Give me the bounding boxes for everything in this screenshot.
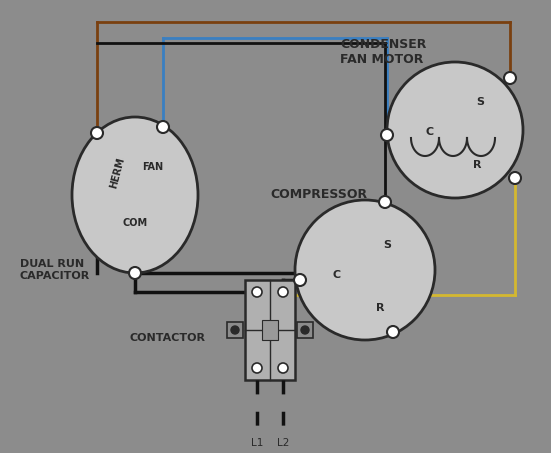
Text: FAN: FAN (143, 162, 164, 172)
Text: DUAL RUN
CAPACITOR: DUAL RUN CAPACITOR (20, 259, 90, 281)
Circle shape (295, 200, 435, 340)
Circle shape (129, 267, 141, 279)
Circle shape (294, 274, 306, 286)
Text: S: S (383, 240, 391, 250)
Text: C: C (426, 127, 434, 137)
Text: R: R (376, 303, 384, 313)
Text: COM: COM (122, 218, 148, 228)
Text: COMPRESSOR: COMPRESSOR (270, 188, 367, 202)
Bar (262, 320, 278, 340)
Circle shape (278, 363, 288, 373)
Text: HERM: HERM (108, 156, 126, 190)
Circle shape (278, 287, 288, 297)
Bar (227, 322, 243, 338)
Circle shape (301, 326, 309, 334)
Circle shape (504, 72, 516, 84)
Circle shape (252, 287, 262, 297)
Circle shape (509, 172, 521, 184)
Circle shape (252, 363, 262, 373)
Text: L2: L2 (277, 438, 289, 448)
Text: L1: L1 (251, 438, 263, 448)
Text: C: C (333, 270, 341, 280)
FancyBboxPatch shape (245, 280, 295, 380)
Text: S: S (476, 97, 484, 107)
Bar (297, 322, 313, 338)
Text: CONDENSER
FAN MOTOR: CONDENSER FAN MOTOR (340, 38, 426, 66)
Circle shape (231, 326, 239, 334)
Circle shape (387, 326, 399, 338)
Circle shape (379, 196, 391, 208)
Circle shape (387, 62, 523, 198)
Text: CONTACTOR: CONTACTOR (130, 333, 206, 343)
Ellipse shape (72, 117, 198, 273)
Circle shape (91, 127, 103, 139)
Circle shape (157, 121, 169, 133)
Text: R: R (473, 160, 481, 170)
Circle shape (381, 129, 393, 141)
